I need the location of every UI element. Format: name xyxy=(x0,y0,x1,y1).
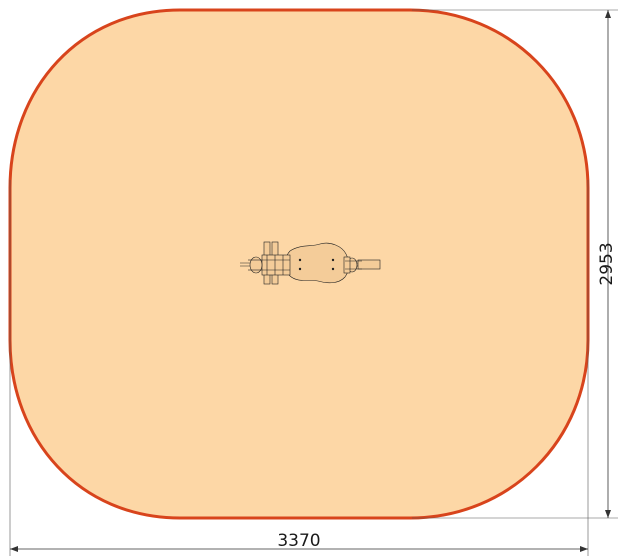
playground-equipment-top-view-icon xyxy=(240,241,381,285)
height-dimension xyxy=(605,10,611,518)
width-dimension xyxy=(10,546,588,552)
height-dimension-label: 2953 xyxy=(597,242,617,285)
width-dimension-label: 3370 xyxy=(277,531,320,551)
